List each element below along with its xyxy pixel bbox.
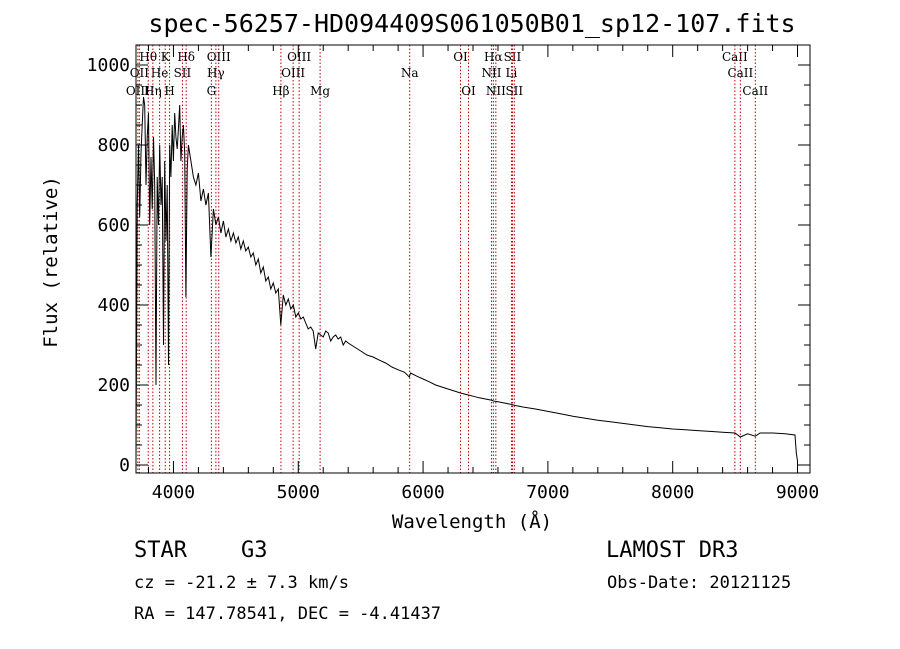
marker-label-sii: SII [174,66,192,80]
marker-label-caii: CaII [722,50,748,64]
coordinates: RA = 147.78541, DEC = -4.41437 [134,604,442,624]
marker-label-nii: NII [486,84,506,98]
marker-label-li: Li [506,66,518,80]
marker-label-g: G [207,84,217,98]
y-tick-label-600: 600 [97,215,130,236]
marker-label-oi: OI [453,50,468,64]
y-axis-label: Flux (relative) [40,176,62,348]
marker-label-caii: CaII [742,84,768,98]
redshift-readout: cz = -21.2 ± 7.3 km/s [134,573,349,593]
x-tick-label-6000: 6000 [401,482,444,503]
marker-label-he: He [151,66,169,80]
marker-label-oiii: OIII [126,84,150,98]
y-tick-label-200: 200 [97,375,130,396]
marker-label-hα: Hα [484,50,503,64]
marker-label-nii: NII [481,66,501,80]
chart-title: spec-56257-HD094409S061050B01_sp12-107.f… [148,9,795,38]
marker-label-na: Na [401,66,419,80]
marker-label-oii: OII [130,66,150,80]
star-subclass: G3 [241,538,268,563]
plot-frame [135,44,811,474]
marker-label-hδ: Hδ [177,50,195,64]
marker-label-hθ: Hθ [139,50,157,64]
plot-area [135,96,798,466]
marker-label-hβ: Hβ [272,84,289,98]
marker-label-sii: SII [505,84,523,98]
marker-label-oiii: OIII [281,66,305,80]
y-tick-label-400: 400 [97,295,130,316]
spectrum-line-spectrum [135,96,798,466]
x-axis-label: Wavelength (Å) [392,510,552,533]
marker-label-mg: Mg [310,84,330,98]
marker-label-hγ: Hγ [207,66,225,80]
marker-label-caii: CaII [727,66,753,80]
star-class: STAR [134,538,187,563]
marker-label-oiii: OIII [287,50,311,64]
y-tick-label-0: 0 [119,455,130,476]
y-tick-label-1000: 1000 [87,55,130,76]
marker-label-h: H [164,84,174,98]
y-tick-label-800: 800 [97,135,130,156]
marker-label-oi: OI [461,84,476,98]
marker-label-sii: SII [504,50,522,64]
x-tick-label-7000: 7000 [526,482,569,503]
x-tick-label-4000: 4000 [152,482,195,503]
marker-label-hη: Hη [144,84,162,98]
x-tick-label-5000: 5000 [277,482,320,503]
obs-date: Obs-Date: 20121125 [607,573,792,593]
marker-label-k: K [161,50,171,64]
x-tick-label-9000: 9000 [776,482,819,503]
axes: 4000 5000 6000 7000 8000 9000 0 200 400 600 800 100… [87,44,819,503]
marker-label-oiii: OIII [207,50,231,64]
x-tick-label-8000: 8000 [651,482,694,503]
survey-name: LAMOST DR3 [606,538,739,563]
